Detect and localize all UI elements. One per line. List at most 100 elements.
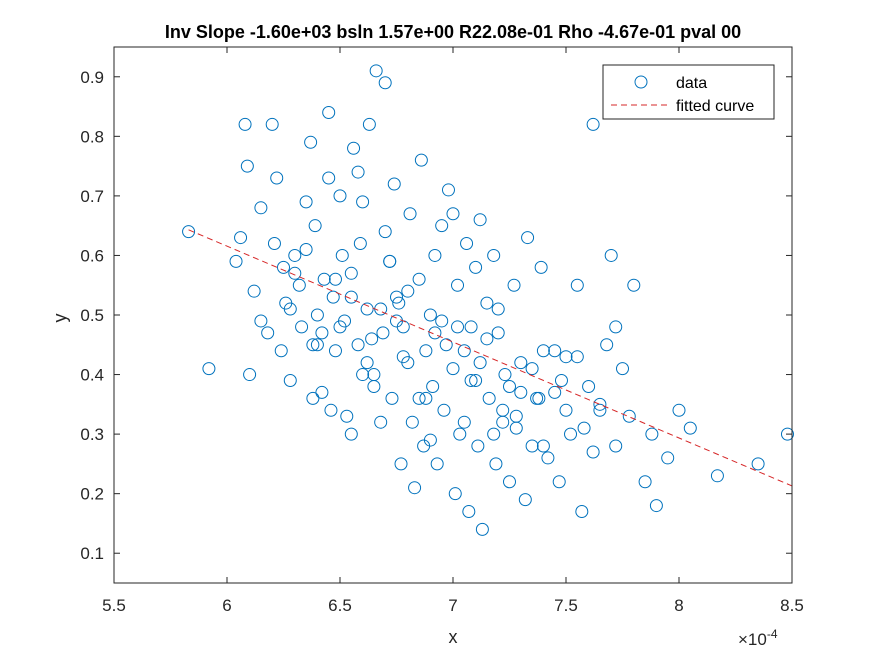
y-tick-label: 0.4	[80, 366, 104, 385]
data-point	[645, 427, 659, 441]
data-point	[365, 332, 379, 346]
data-point	[304, 135, 318, 149]
legend-data-marker	[634, 75, 648, 89]
data-point	[360, 356, 374, 370]
data-point	[577, 421, 591, 435]
data-point	[582, 379, 596, 393]
data-point	[240, 159, 254, 173]
y-tick-label: 0.2	[80, 485, 104, 504]
data-point	[356, 368, 370, 382]
data-point	[328, 344, 342, 358]
y-tick-label: 0.9	[80, 68, 104, 87]
data-point	[419, 344, 433, 358]
x-tick-label: 7	[448, 596, 457, 615]
legend: data fitted curve	[602, 64, 775, 120]
data-point	[593, 397, 607, 411]
data-point	[335, 248, 349, 262]
data-point	[274, 344, 288, 358]
data-point	[315, 385, 329, 399]
data-point	[460, 237, 474, 251]
data-point	[437, 403, 451, 417]
data-point	[378, 76, 392, 90]
data-point	[507, 278, 521, 292]
data-point	[710, 469, 724, 483]
data-point	[622, 409, 636, 423]
data-point	[299, 195, 313, 209]
data-point	[390, 290, 403, 304]
data-point	[600, 338, 614, 352]
data-point	[518, 493, 532, 507]
data-point	[299, 242, 313, 256]
data-point	[295, 320, 309, 334]
data-point	[487, 248, 501, 262]
data-point	[412, 272, 426, 286]
data-point	[333, 189, 347, 203]
data-point	[310, 338, 324, 352]
data-point	[367, 368, 381, 382]
data-point	[683, 421, 697, 435]
data-point	[489, 457, 503, 471]
data-point	[423, 308, 437, 322]
data-point	[396, 350, 410, 364]
data-point	[392, 296, 406, 310]
data-point	[586, 445, 600, 459]
data-point	[288, 266, 302, 280]
data-point	[525, 362, 539, 376]
data-point	[473, 356, 487, 370]
data-point	[328, 272, 342, 286]
data-point	[353, 237, 367, 251]
data-point	[344, 290, 358, 304]
data-point	[457, 344, 471, 358]
data-point	[480, 296, 494, 310]
data-point	[362, 117, 376, 131]
data-point	[247, 284, 261, 298]
data-point	[435, 314, 449, 328]
data-point	[471, 439, 485, 453]
data-point	[638, 475, 652, 489]
data-point	[751, 457, 765, 471]
data-point	[351, 338, 365, 352]
data-point	[423, 433, 437, 447]
x-tick-label: 6.5	[328, 596, 352, 615]
axes-box	[113, 46, 793, 584]
data-point	[317, 272, 331, 286]
data-point	[308, 219, 322, 233]
data-point	[616, 362, 629, 376]
data-point	[344, 427, 358, 441]
data-point	[446, 207, 460, 221]
data-point	[491, 326, 505, 340]
data-point	[254, 201, 268, 215]
x-exponent-power: -4	[767, 627, 778, 641]
data-point	[408, 481, 422, 495]
chart-title: Inv Slope -1.60e+03 bsln 1.57e+00 R22.08…	[165, 22, 741, 42]
data-point	[514, 356, 528, 370]
y-tick-label: 0.5	[80, 306, 104, 325]
data-point	[238, 117, 252, 131]
data-point	[575, 505, 589, 519]
data-point	[536, 344, 550, 358]
data-point	[283, 374, 297, 388]
data-point	[340, 409, 354, 423]
data-point	[464, 374, 478, 388]
data-point	[609, 439, 623, 453]
data-point	[306, 338, 320, 352]
data-point	[509, 421, 523, 435]
data-point	[376, 326, 390, 340]
data-point	[367, 379, 381, 393]
data-point	[351, 165, 365, 179]
x-tick-label: 5.5	[102, 596, 126, 615]
data-point	[521, 231, 535, 245]
data-point	[480, 332, 494, 346]
data-point	[453, 427, 467, 441]
x-ticks: 5.5 6 6.5 7 7.5 8 8.5	[102, 47, 804, 615]
data-point	[403, 207, 417, 221]
data-point	[419, 391, 433, 405]
fitted-curve-line	[188, 229, 793, 487]
data-point	[344, 266, 358, 280]
data-point	[525, 439, 539, 453]
data-point	[322, 171, 336, 185]
data-point	[498, 368, 512, 382]
data-point	[487, 427, 501, 441]
data-point	[310, 308, 324, 322]
